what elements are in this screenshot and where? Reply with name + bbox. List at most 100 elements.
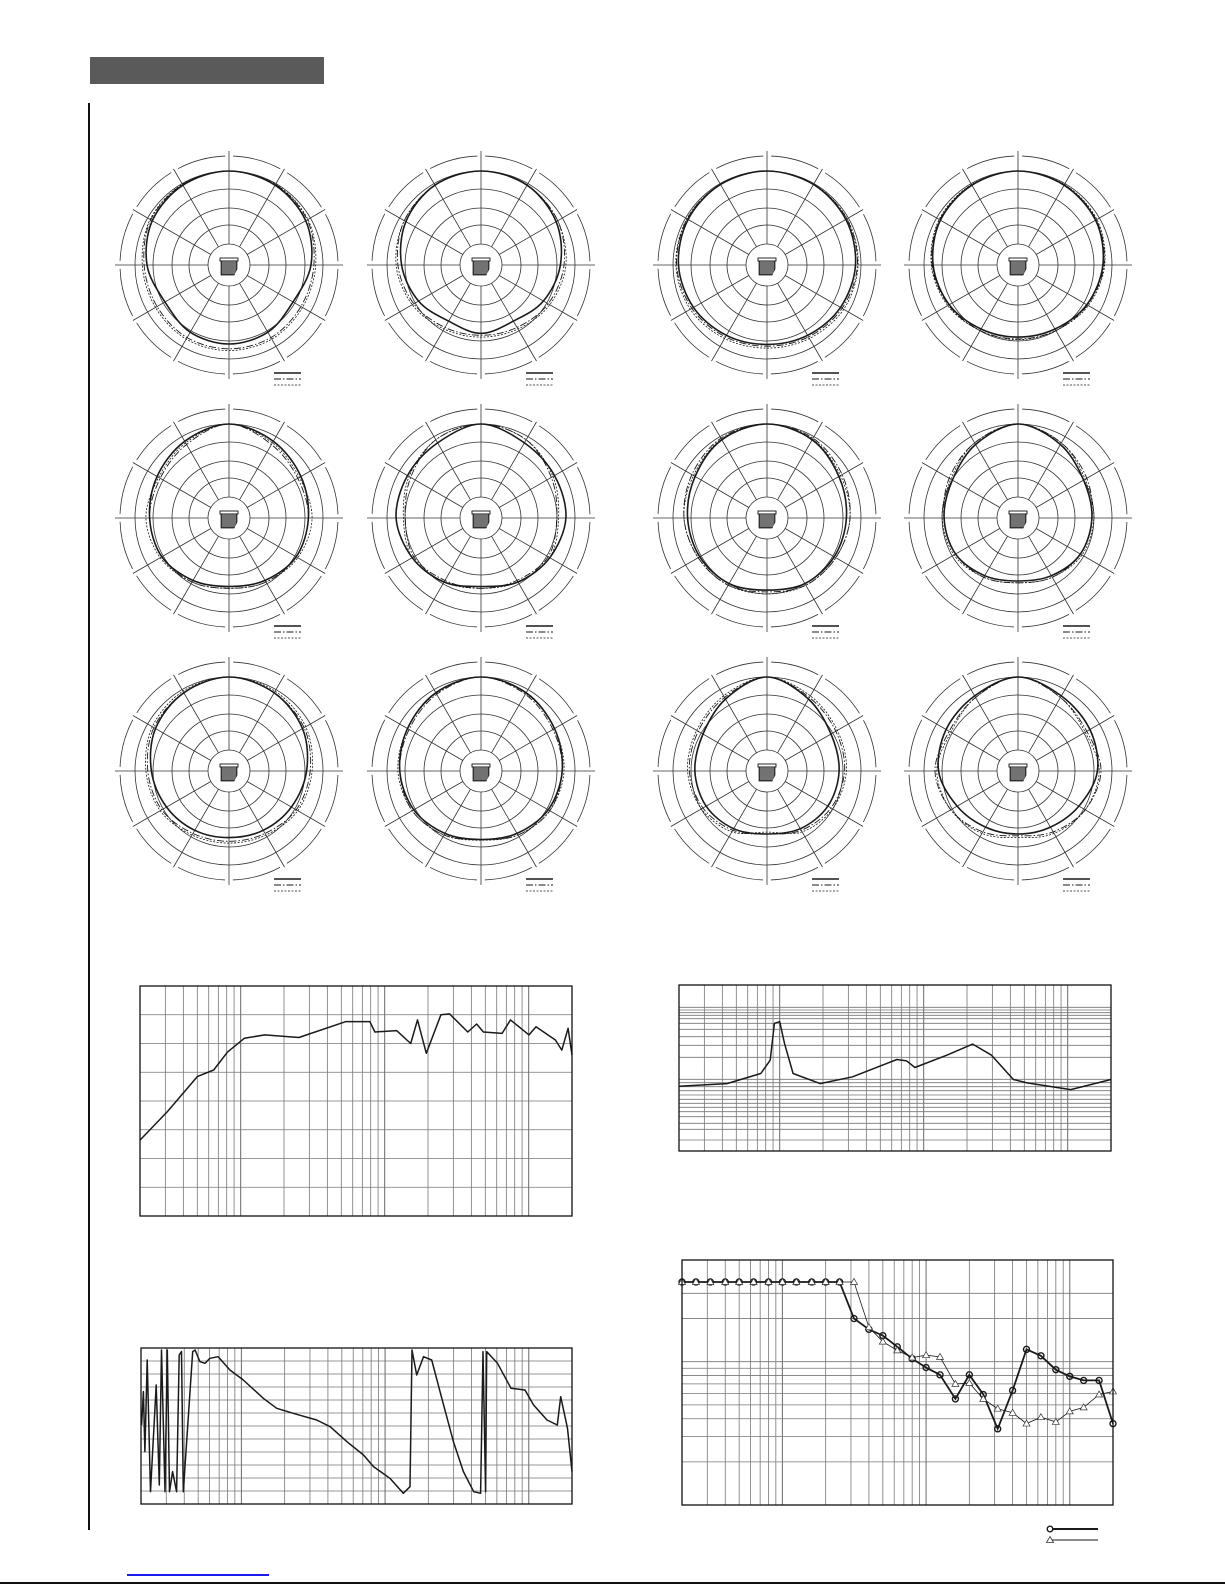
polar-spoke xyxy=(1028,282,1074,362)
polar-spoke xyxy=(1028,168,1074,248)
polar-trace-solid xyxy=(145,170,313,345)
data-point-triangle xyxy=(864,1323,874,1331)
polar-trace-dash-dot xyxy=(931,170,1105,340)
polar-spoke xyxy=(1028,788,1074,868)
polar-spoke xyxy=(246,781,326,827)
section-header-bar xyxy=(90,57,324,84)
data-point-triangle xyxy=(807,1277,816,1285)
mic-cap xyxy=(757,763,777,768)
polar-trace-dotted xyxy=(936,676,1100,839)
polar-spoke xyxy=(384,528,464,574)
data-point-circle xyxy=(922,1363,930,1372)
mic-cap xyxy=(757,510,777,515)
polar-spoke xyxy=(239,421,285,501)
microphone-icon xyxy=(1008,763,1028,782)
mic-cap xyxy=(471,763,491,768)
data-point-triangle xyxy=(835,1277,844,1285)
data-point-circle xyxy=(1095,1376,1103,1385)
data-point-triangle xyxy=(893,1346,902,1354)
polar-trace-dotted xyxy=(941,423,1095,584)
polar-trace-dotted xyxy=(675,170,859,349)
polar-spoke xyxy=(132,209,212,255)
polar-spoke xyxy=(132,781,212,827)
chart-frame xyxy=(139,985,573,1217)
polar-trace-solid xyxy=(937,676,1099,835)
polar-spoke xyxy=(491,168,537,248)
polar-spoke xyxy=(132,275,212,321)
polar-spoke xyxy=(777,535,823,615)
data-point-circle xyxy=(951,1395,960,1403)
polar-spoke xyxy=(425,788,471,868)
polar-spoke xyxy=(425,168,471,248)
polar-spoke xyxy=(384,715,464,761)
polar-trace-dotted xyxy=(402,423,560,589)
polar-trace-dash-dot xyxy=(399,676,563,840)
polar-spoke xyxy=(962,674,1008,754)
polar-spoke xyxy=(784,781,864,827)
polar-spoke xyxy=(246,275,326,321)
polar-plot-11 xyxy=(653,657,881,892)
microphone-icon xyxy=(1008,257,1028,276)
polar-spoke xyxy=(491,788,537,868)
polar-spoke xyxy=(670,209,750,255)
data-point-triangle xyxy=(1065,1407,1074,1415)
polar-spoke xyxy=(384,275,464,321)
polar-spoke xyxy=(1028,674,1074,754)
polar-spoke xyxy=(784,209,864,255)
polar-spoke xyxy=(1035,528,1115,574)
polar-trace-dash-dot xyxy=(683,423,851,593)
polar-spoke xyxy=(777,168,823,248)
chart-frame xyxy=(678,984,1112,1152)
data-point-circle xyxy=(965,1371,974,1379)
polar-spoke xyxy=(425,421,471,501)
polar-spoke xyxy=(491,674,537,754)
polar-spoke xyxy=(670,462,750,508)
polar-trace-dotted xyxy=(145,423,313,589)
mic-cap xyxy=(471,257,491,262)
polar-plot-4 xyxy=(904,151,1132,386)
polar-trace-dash-dot xyxy=(143,170,315,350)
polar-spoke xyxy=(1035,781,1115,827)
frequency-response-chart xyxy=(139,985,573,1217)
microphone-icon xyxy=(757,510,777,529)
polar-spoke xyxy=(498,528,578,574)
polar-spoke xyxy=(711,674,757,754)
polar-spoke xyxy=(962,168,1008,248)
polar-spoke xyxy=(173,421,219,501)
impedance-chart xyxy=(678,984,1112,1152)
polar-spoke xyxy=(962,788,1008,868)
legend-marker-circle xyxy=(1046,1525,1054,1533)
microphone-icon xyxy=(471,763,491,782)
data-point-circle xyxy=(1037,1352,1045,1360)
frequency-response-chart-trace xyxy=(139,1013,573,1141)
mic-cap xyxy=(757,257,777,262)
data-point-triangle xyxy=(878,1337,887,1345)
microphone-icon xyxy=(1008,510,1028,529)
polar-spoke xyxy=(1035,462,1115,508)
polar-trace-solid xyxy=(395,423,567,588)
polar-spoke xyxy=(498,275,578,321)
data-point-triangle xyxy=(735,1277,744,1285)
data-point-circle xyxy=(1052,1365,1060,1374)
polar-trace-dash-dot xyxy=(688,676,846,835)
mic-cap xyxy=(1008,763,1028,768)
polar-spoke xyxy=(711,282,757,362)
polar-spoke xyxy=(921,275,1001,321)
data-point-triangle xyxy=(749,1277,758,1285)
chart-frame xyxy=(140,1347,573,1505)
microphone-icon xyxy=(219,510,239,529)
polar-spoke xyxy=(239,282,285,362)
microphone-icon xyxy=(471,257,491,276)
polar-spoke xyxy=(491,535,537,615)
bottom-rule xyxy=(0,1582,1225,1584)
footer-link-underline[interactable] xyxy=(127,1574,269,1576)
left-margin-rule xyxy=(88,103,90,1530)
polar-trace-solid xyxy=(943,423,1093,582)
polar-plot-10 xyxy=(367,657,595,892)
data-point-triangle xyxy=(1079,1403,1088,1411)
data-point-triangle xyxy=(821,1277,830,1285)
dispersion-chart xyxy=(677,1259,1118,1543)
polar-spoke xyxy=(784,462,864,508)
data-point-triangle xyxy=(706,1277,715,1285)
polar-spoke xyxy=(921,781,1001,827)
